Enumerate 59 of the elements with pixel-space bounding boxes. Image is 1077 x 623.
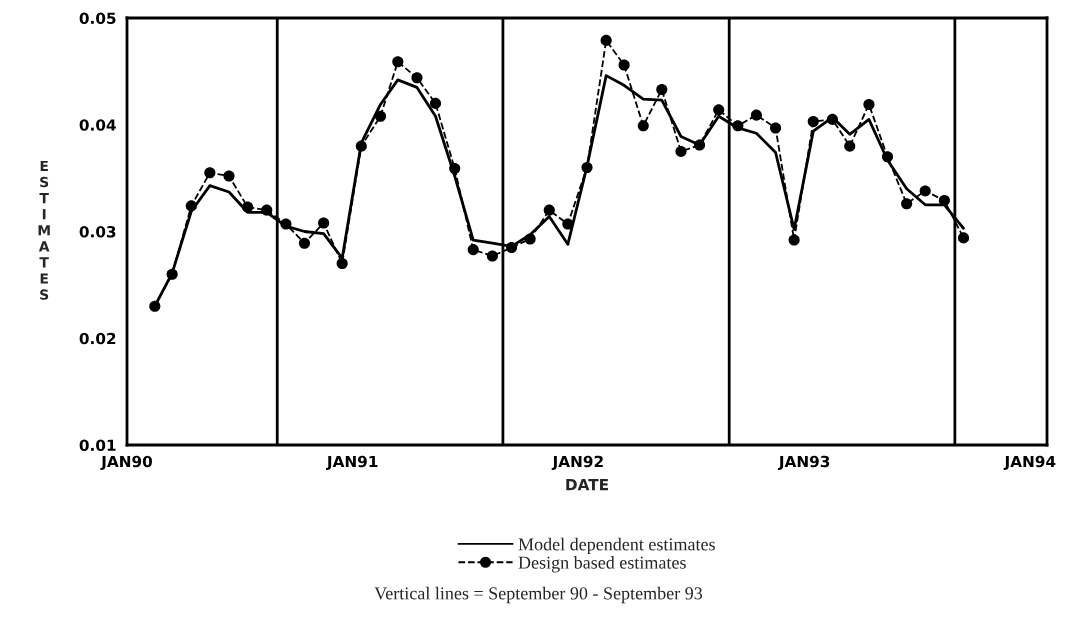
point	[826, 113, 839, 125]
point	[336, 257, 348, 270]
legend-label: Model dependent estimates	[518, 537, 715, 555]
y-tick-label: 0.02	[79, 332, 116, 345]
point	[788, 234, 800, 246]
point	[807, 115, 819, 128]
x-axis-title: DATE	[566, 479, 608, 491]
point	[524, 233, 536, 245]
point	[318, 217, 330, 229]
point	[637, 120, 649, 132]
x-tick-label: JAN90	[100, 455, 153, 471]
point	[355, 140, 367, 152]
legend-label: Design based estimates	[518, 556, 686, 573]
text: ESTIMATES	[38, 160, 50, 300]
point	[543, 204, 555, 216]
y-tick-label: 0.03	[79, 225, 116, 238]
x-tick-label: JAN94	[1003, 455, 1056, 471]
point	[581, 161, 593, 174]
point	[732, 120, 744, 132]
point	[938, 194, 950, 207]
point	[770, 122, 782, 134]
point	[467, 244, 479, 256]
x-tick-label: JAN93	[778, 455, 830, 471]
text: Vertical lines = September 90 - September 93	[374, 586, 703, 604]
point	[957, 232, 970, 244]
point	[562, 218, 574, 230]
point	[656, 83, 668, 96]
point	[223, 170, 235, 182]
point	[506, 241, 518, 254]
point	[280, 218, 292, 230]
point	[919, 185, 931, 197]
point	[392, 56, 404, 68]
point	[750, 109, 762, 121]
x-tick-label: JAN91	[326, 455, 378, 471]
point	[713, 104, 725, 116]
point	[374, 110, 387, 122]
point	[429, 97, 442, 109]
point	[693, 139, 706, 151]
point	[881, 151, 894, 163]
y-tick-label: 0.04	[79, 119, 116, 131]
point	[149, 300, 161, 312]
point	[844, 140, 856, 152]
point	[600, 34, 612, 46]
point	[618, 59, 630, 71]
point	[204, 167, 216, 179]
point	[261, 204, 273, 216]
point	[486, 250, 498, 262]
point	[185, 200, 197, 212]
point	[411, 72, 423, 84]
x-tick-label: JAN92	[551, 455, 603, 471]
point	[242, 201, 254, 213]
y-tick-label: 0.01	[79, 439, 116, 452]
point	[863, 98, 875, 111]
point	[166, 268, 178, 280]
point	[901, 198, 913, 210]
y-tick-label: 0.05	[79, 12, 116, 25]
point	[675, 145, 687, 157]
point	[449, 162, 461, 175]
point	[298, 237, 310, 249]
